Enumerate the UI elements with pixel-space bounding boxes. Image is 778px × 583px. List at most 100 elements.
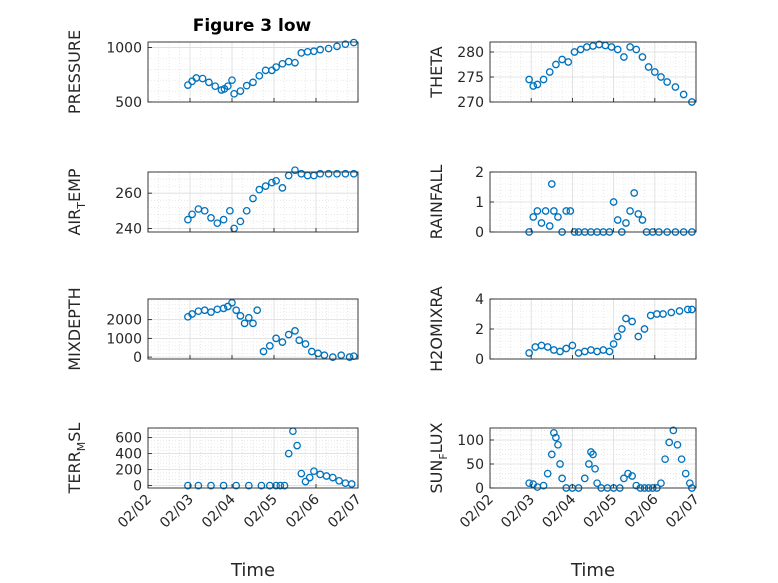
data-point	[293, 441, 301, 450]
data-point	[622, 219, 630, 227]
y-axis-label: H2OMIXRA	[427, 286, 446, 372]
subplot-rainfall: 0 1 2 RAINFALL	[427, 165, 697, 241]
data-point	[609, 198, 618, 206]
data-point	[188, 310, 196, 318]
data-point	[543, 469, 552, 478]
data-point	[333, 169, 341, 178]
data-point	[630, 189, 639, 197]
data-point	[562, 344, 571, 353]
data-point	[226, 206, 234, 215]
data-point	[607, 43, 616, 51]
y-tick-label: 280	[457, 45, 484, 61]
data-point	[663, 78, 672, 86]
axes-frame	[489, 41, 697, 103]
data-point	[566, 207, 575, 215]
data-point	[278, 338, 287, 346]
data-point	[533, 80, 542, 89]
data-point	[310, 467, 318, 476]
y-tick-label: 400	[115, 447, 142, 463]
data-point	[244, 313, 253, 322]
data-point	[657, 479, 665, 488]
data-point	[543, 343, 552, 351]
x-tick-label: 02/07	[325, 492, 365, 532]
y-tick-label: 0	[475, 481, 484, 497]
data-point	[570, 48, 579, 56]
y-tick-label: 0	[133, 479, 142, 495]
data-point	[207, 481, 215, 490]
subplot-theta: 270 275 280 THETA	[427, 40, 697, 111]
subplot-pressure: 500 1000 PRESSURE	[65, 30, 359, 114]
data-point	[593, 479, 601, 488]
data-point	[562, 207, 571, 215]
data-point	[188, 210, 196, 219]
data-point	[276, 481, 285, 490]
data-point	[295, 336, 304, 345]
subplot-h2omixra: 0 2 4 H2OMIXRA	[427, 286, 697, 372]
x-tick-label: 02/02	[457, 492, 497, 532]
data-point	[613, 332, 622, 341]
data-point	[284, 330, 293, 339]
x-tick-label: 02/02	[115, 492, 155, 532]
data-point	[349, 38, 358, 47]
y-tick-label: 50	[466, 457, 484, 473]
y-tick-label: 2	[475, 322, 484, 338]
data-point	[622, 314, 630, 323]
y-axis-label: MIXDEPTH	[65, 287, 84, 370]
y-axis-label: THETA	[427, 46, 446, 98]
data-point	[291, 58, 299, 67]
data-point	[628, 317, 636, 326]
y-tick-label: 600	[115, 431, 142, 447]
axes-frame	[147, 171, 359, 233]
data-point	[305, 473, 314, 482]
data-point	[626, 207, 634, 215]
data-point	[207, 214, 215, 222]
data-point	[278, 184, 287, 192]
y-tick-label: 1	[475, 195, 484, 211]
data-point	[547, 180, 556, 188]
y-tick-label: 2000	[106, 313, 142, 329]
data-point	[291, 166, 299, 175]
data-point	[620, 53, 628, 61]
data-point	[554, 440, 562, 449]
y-tick-label: 4	[475, 292, 484, 308]
data-point	[341, 40, 350, 49]
subplot-air-temp: 240 260 AIRTEMP	[65, 166, 359, 237]
data-point	[198, 74, 207, 83]
data-point	[671, 83, 680, 91]
data-point	[316, 45, 325, 54]
data-point	[628, 472, 636, 480]
data-point	[556, 460, 564, 468]
subplot-mixdepth: 0 1000 2000 MIXDEPTH	[65, 287, 359, 371]
data-point	[257, 481, 266, 490]
data-point	[345, 353, 354, 361]
y-axis-label: RAINFALL	[427, 165, 446, 240]
data-point	[609, 340, 618, 348]
data-point	[585, 460, 593, 468]
data-point	[640, 325, 649, 333]
y-axis-label: PRESSURE	[65, 30, 84, 114]
data-point	[205, 78, 213, 87]
y-tick-label: 0	[475, 352, 484, 368]
data-point	[280, 481, 289, 490]
data-point	[539, 75, 548, 84]
y-tick-label: 0	[133, 350, 142, 366]
data-point	[638, 53, 647, 61]
subplot-sun-flux: 0 50 100 02/02 02/03 02/04 02/05 02/06 02/07 SUNF…	[427, 422, 703, 581]
data-point	[525, 75, 533, 84]
data-point	[219, 215, 228, 224]
data-point	[223, 302, 232, 311]
data-point	[255, 185, 264, 194]
data-point	[232, 481, 241, 490]
data-point	[223, 82, 232, 91]
y-axis-label: AIRTEMP	[65, 168, 88, 235]
data-point	[236, 312, 245, 320]
data-point	[320, 351, 329, 360]
data-point	[333, 42, 341, 51]
data-point	[249, 78, 257, 87]
data-point	[284, 449, 293, 458]
data-point	[265, 342, 274, 350]
data-point	[545, 68, 554, 76]
data-point	[688, 305, 696, 314]
